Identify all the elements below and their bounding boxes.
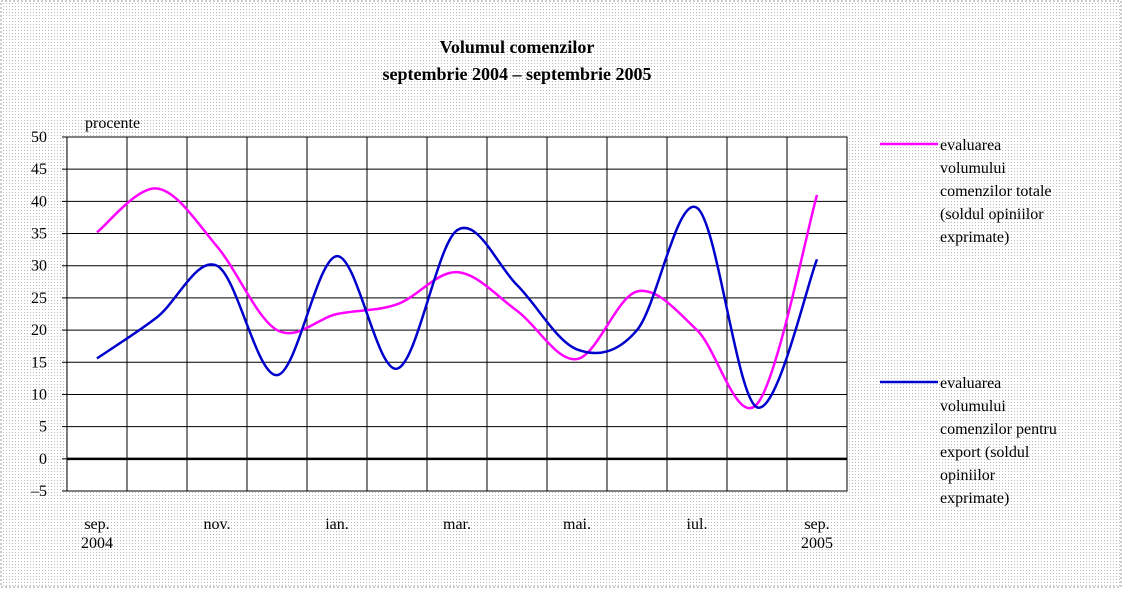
line: [96, 187, 819, 410]
chart-title: Volumul comenzilor: [440, 37, 595, 57]
x-tick-label: ian.: [325, 516, 349, 533]
x-tick-label: mai.: [563, 516, 591, 533]
y-tick-label: 10: [31, 386, 47, 403]
legend-label: evaluarea volumului comenzilor pentru ex…: [940, 375, 1057, 507]
y-tick-label: 35: [31, 226, 47, 243]
plot-border: [66, 136, 848, 492]
x-tick-label: sep. 2004: [81, 516, 113, 552]
y-tick-label: 5: [39, 419, 47, 436]
y-tick-label: 40: [31, 193, 47, 210]
y-tick-label: –5: [30, 483, 47, 500]
line: [96, 205, 819, 409]
legend-label: evaluarea volumului comenzilor totale (s…: [940, 137, 1052, 246]
x-tick-label: mar.: [443, 516, 471, 533]
y-tick-label: 45: [31, 161, 47, 178]
y-tick-label: 15: [31, 354, 47, 371]
y-tick-label: 25: [31, 290, 47, 307]
plot-area: [67, 137, 847, 491]
x-tick-label: sep. 2005: [801, 516, 833, 552]
y-tick-label: 0: [39, 451, 47, 468]
x-tick-label: iul.: [686, 516, 708, 533]
x-tick-label: nov.: [203, 516, 231, 533]
y-tick-label: 50: [31, 129, 47, 146]
y-tick-label: 20: [31, 322, 47, 339]
y-tick-label: 30: [31, 258, 47, 275]
chart-subtitle: septembrie 2004 – septembrie 2005: [383, 64, 652, 84]
y-axis-label: procente: [85, 115, 140, 132]
